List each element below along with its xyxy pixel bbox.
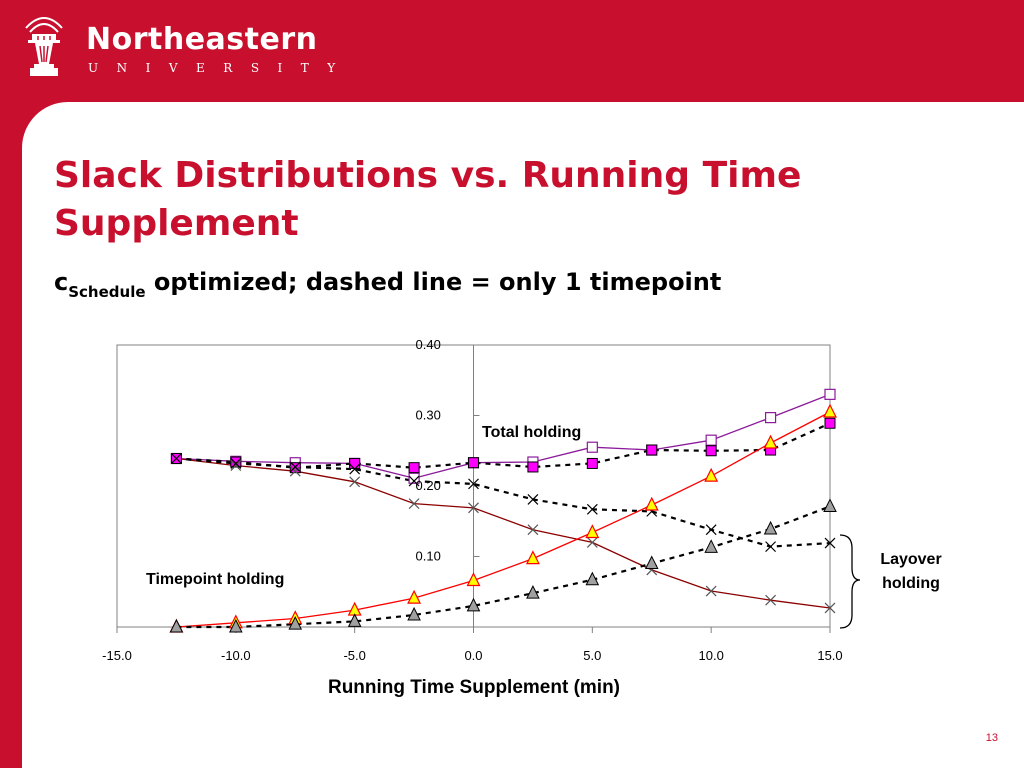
x-tick-label: 10.0	[699, 648, 724, 663]
point-timepoint_multi	[408, 498, 420, 510]
point-timepoint_multi	[824, 602, 836, 614]
point-layover_multi	[407, 589, 422, 604]
point-total_single	[824, 417, 836, 429]
series-line-layover_multi	[176, 411, 831, 628]
page-number: 13	[985, 732, 998, 744]
point-layover_single	[585, 571, 600, 586]
point-timepoint_single	[586, 503, 598, 515]
point-total_single	[646, 444, 658, 456]
layover-holding-label: Layover holding	[880, 551, 941, 592]
point-layover_single	[763, 520, 778, 535]
y-tick-label: 0.30	[416, 408, 441, 423]
point-layover_multi	[763, 434, 778, 449]
point-layover_single	[704, 539, 718, 553]
point-timepoint_single	[408, 475, 420, 487]
point-timepoint_multi	[527, 524, 539, 536]
point-total_single	[230, 456, 242, 468]
point-layover_multi	[823, 403, 837, 418]
point-total_multi	[408, 472, 420, 484]
point-total_multi	[764, 412, 777, 424]
series-line-timepoint_single	[176, 457, 831, 548]
series-line-timepoint_multi	[176, 457, 831, 609]
subtitle-variable: c	[54, 268, 69, 296]
series-line-total_multi	[176, 393, 831, 479]
point-layover_single	[407, 606, 421, 621]
point-timepoint_multi	[230, 460, 242, 471]
point-total_single	[705, 445, 717, 457]
point-layover_multi	[644, 496, 659, 511]
brand-subtitle: UNIVERSITY	[88, 61, 354, 75]
slide-subtitle: cSchedule optimized; dashed line = only …	[54, 268, 722, 301]
point-timepoint_multi	[586, 536, 598, 548]
timepoint-holding-label: Timepoint holding	[146, 571, 284, 588]
y-tick-label: 0.20	[416, 478, 441, 493]
x-tick-label: -15.0	[102, 648, 132, 663]
point-total_single	[349, 457, 361, 469]
series-line-layover_single	[176, 505, 831, 629]
point-timepoint_single	[527, 493, 539, 505]
point-layover_single	[466, 597, 481, 612]
point-total_single	[586, 457, 598, 469]
y-tick-label: 0.10	[416, 549, 441, 564]
point-layover_single	[644, 555, 659, 570]
point-layover_single	[347, 613, 362, 627]
total-holding-label: Total holding	[482, 424, 581, 441]
point-layover_single	[288, 616, 303, 630]
point-layover_multi	[585, 524, 600, 539]
point-timepoint_multi	[705, 585, 717, 597]
x-axis-label: Running Time Supplement (min)	[328, 677, 620, 698]
point-total_multi	[824, 388, 836, 400]
point-layover_single	[526, 585, 540, 599]
point-timepoint_single	[765, 541, 777, 553]
point-timepoint_multi	[349, 476, 361, 488]
point-total_single	[468, 457, 479, 469]
x-tick-label: 15.0	[817, 648, 842, 663]
torch-logo-icon	[25, 17, 63, 76]
subtitle-text: optimized; dashed line = only 1 timepoin…	[145, 268, 722, 296]
brand-name: Northeastern	[86, 22, 318, 57]
point-layover_single	[229, 618, 243, 633]
point-layover_single	[169, 618, 184, 633]
subtitle-variable-subscript: Schedule	[68, 283, 146, 301]
point-timepoint_single	[824, 537, 836, 549]
point-layover_multi	[704, 467, 719, 482]
point-layover_multi	[525, 550, 540, 565]
point-layover_multi	[466, 572, 481, 587]
point-total_single	[408, 462, 420, 474]
point-timepoint_single	[349, 463, 361, 475]
x-tick-label: 5.0	[583, 648, 601, 663]
header-band: Northeastern UNIVERSITY	[0, 0, 1024, 100]
point-layover_single	[823, 498, 837, 512]
point-total_single	[527, 461, 539, 473]
y-tick-label: 0.40	[416, 337, 441, 352]
point-timepoint_multi	[289, 465, 301, 477]
point-timepoint_single	[170, 453, 182, 464]
point-timepoint_multi	[765, 594, 777, 606]
point-timepoint_multi	[468, 502, 479, 514]
x-tick-label: -10.0	[221, 648, 251, 663]
point-timepoint_single	[705, 524, 717, 536]
point-timepoint_single	[289, 461, 301, 473]
point-timepoint_single	[230, 458, 242, 469]
point-timepoint_single	[468, 478, 479, 490]
slide-title: Slack Distributions vs. Running Time Sup…	[54, 155, 802, 244]
layover-brace	[839, 534, 861, 629]
point-total_multi	[586, 441, 598, 453]
x-tick-label: 0.0	[464, 648, 482, 663]
point-total_multi	[705, 434, 717, 446]
x-tick-label: -5.0	[343, 648, 365, 663]
